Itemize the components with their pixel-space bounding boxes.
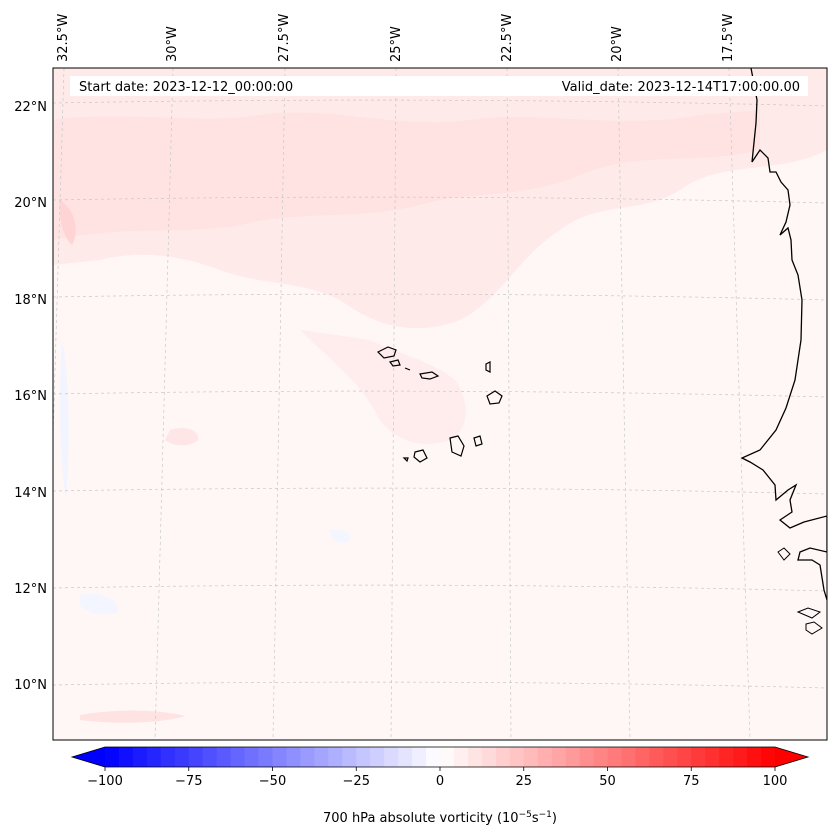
- coast-island: [777, 547, 791, 561]
- colorbar-segment: [495, 747, 511, 767]
- colorbar-label: 700 hPa absolute vorticity (10−5s−1): [323, 810, 557, 826]
- vorticity-field: [53, 68, 827, 740]
- colorbar-segment: [328, 747, 343, 767]
- colorbar-segment: [747, 747, 762, 767]
- colorbar-segment: [370, 747, 385, 767]
- colorbar-segment: [691, 747, 706, 767]
- vorticity-patch: [59, 200, 76, 245]
- lon-label: 30°W: [165, 26, 180, 62]
- coast-island: [805, 621, 823, 635]
- colorbar-tick-label: −25: [343, 774, 370, 789]
- colorbar-segment: [677, 747, 692, 767]
- colorbar-extend-max: [775, 747, 808, 767]
- colorbar-segment: [467, 747, 483, 767]
- colorbar-segment: [105, 747, 120, 767]
- colorbar-segment: [272, 747, 287, 767]
- colorbar-segment: [761, 747, 776, 767]
- coast-island: [796, 607, 822, 619]
- colorbar-segment: [621, 747, 636, 767]
- lon-label: 27.5°W: [277, 14, 292, 62]
- vorticity-patch: [80, 593, 119, 615]
- colorbar-segment: [579, 747, 594, 767]
- vorticity-patch: [53, 110, 760, 240]
- colorbar-segment: [258, 747, 273, 767]
- colorbar-tick-label: 25: [515, 774, 532, 789]
- start-date-label: Start date: 2023-12-12_00:00:00: [79, 80, 293, 95]
- latitude-labels: 22°N 20°N 18°N 16°N 14°N 12°N 10°N: [14, 100, 47, 693]
- lat-label: 16°N: [14, 389, 47, 404]
- map-frame: [52, 67, 828, 741]
- colorbar-segment: [733, 747, 748, 767]
- colorbar-segment: [719, 747, 734, 767]
- lon-label: 20°W: [610, 26, 625, 62]
- valid-date-label: Valid_date: 2023-12-14T17:00:00.00: [562, 80, 800, 95]
- africa-coastline: [740, 68, 827, 601]
- colorbar-segment: [230, 747, 245, 767]
- date-header-box: [70, 76, 808, 96]
- colorbar-segment: [356, 747, 371, 767]
- colorbar-segment: [188, 747, 204, 767]
- colorbar-segment: [607, 747, 622, 767]
- colorbar-tick-label: −50: [259, 774, 286, 789]
- colorbar-segment: [342, 747, 357, 767]
- colorbar-segment: [300, 747, 315, 767]
- colorbar-segment: [174, 747, 190, 767]
- vorticity-patch: [330, 529, 351, 543]
- colorbar-segment: [202, 747, 218, 767]
- lon-label: 17.5°W: [721, 14, 736, 62]
- lon-label: 32.5°W: [56, 14, 71, 62]
- colorbar-segment: [509, 747, 525, 767]
- colorbar-segment: [426, 747, 441, 767]
- colorbar-segment: [314, 747, 329, 767]
- colorbar-segment: [481, 747, 497, 767]
- colorbar-segment: [593, 747, 608, 767]
- colorbar-tick-label: 0: [436, 774, 444, 789]
- colorbar-segment: [398, 747, 413, 767]
- graticule: [53, 68, 827, 740]
- colorbar: −100 −75 −50 −25 0 25 50 75 100: [70, 746, 810, 789]
- colorbar-segment: [286, 747, 301, 767]
- colorbar-tick-label: 75: [683, 774, 700, 789]
- colorbar-segment: [649, 747, 664, 767]
- vorticity-patch: [59, 340, 69, 500]
- colorbar-segment: [160, 747, 176, 767]
- colorbar-segment: [523, 747, 539, 767]
- colorbar-segment: [146, 747, 162, 767]
- colorbar-segment: [412, 747, 427, 767]
- lat-label: 12°N: [14, 582, 47, 597]
- colorbar-segment: [565, 747, 580, 767]
- colorbar-segment: [663, 747, 678, 767]
- colorbar-segment: [635, 747, 650, 767]
- vorticity-patch: [165, 428, 199, 446]
- lon-label: 22.5°W: [500, 14, 515, 62]
- colorbar-segment: [440, 747, 455, 767]
- lat-label: 10°N: [14, 678, 47, 693]
- vorticity-patch: [80, 710, 185, 723]
- colorbar-segment: [216, 747, 232, 767]
- lat-label: 14°N: [14, 486, 47, 501]
- colorbar-tick-label: 100: [763, 774, 788, 789]
- colorbar-segment: [453, 747, 469, 767]
- vorticity-patch: [300, 330, 466, 444]
- colorbar-segment: [705, 747, 720, 767]
- lon-label: 25°W: [389, 26, 404, 62]
- colorbar-segment: [551, 747, 567, 767]
- cape-verde-islands: [376, 346, 503, 463]
- colorbar-segment: [384, 747, 399, 767]
- colorbar-tick-label: 50: [599, 774, 616, 789]
- colorbar-segment: [537, 747, 553, 767]
- lat-label: 18°N: [14, 293, 47, 308]
- longitude-labels: 32.5°W 30°W 27.5°W 25°W 22.5°W 20°W 17.5°W: [56, 14, 736, 62]
- colorbar-extend-min: [72, 747, 105, 767]
- colorbar-segment: [118, 747, 134, 767]
- lat-label: 22°N: [14, 100, 47, 115]
- colorbar-segment: [132, 747, 148, 767]
- colorbar-segment: [244, 747, 259, 767]
- colorbar-tick-label: −75: [175, 774, 202, 789]
- colorbar-tick-label: −100: [87, 774, 123, 789]
- lat-label: 20°N: [14, 196, 47, 211]
